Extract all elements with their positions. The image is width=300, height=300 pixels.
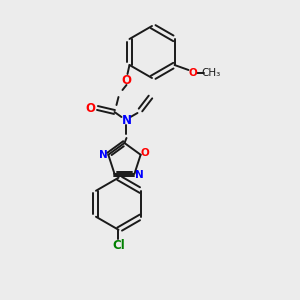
Text: CH₃: CH₃: [201, 68, 220, 78]
Text: O: O: [188, 68, 197, 78]
Text: O: O: [140, 148, 149, 158]
Text: Cl: Cl: [112, 239, 125, 252]
Text: N: N: [122, 113, 131, 127]
Text: O: O: [85, 101, 95, 115]
Text: N: N: [135, 170, 144, 180]
Text: O: O: [122, 74, 131, 88]
Text: N: N: [99, 150, 108, 160]
